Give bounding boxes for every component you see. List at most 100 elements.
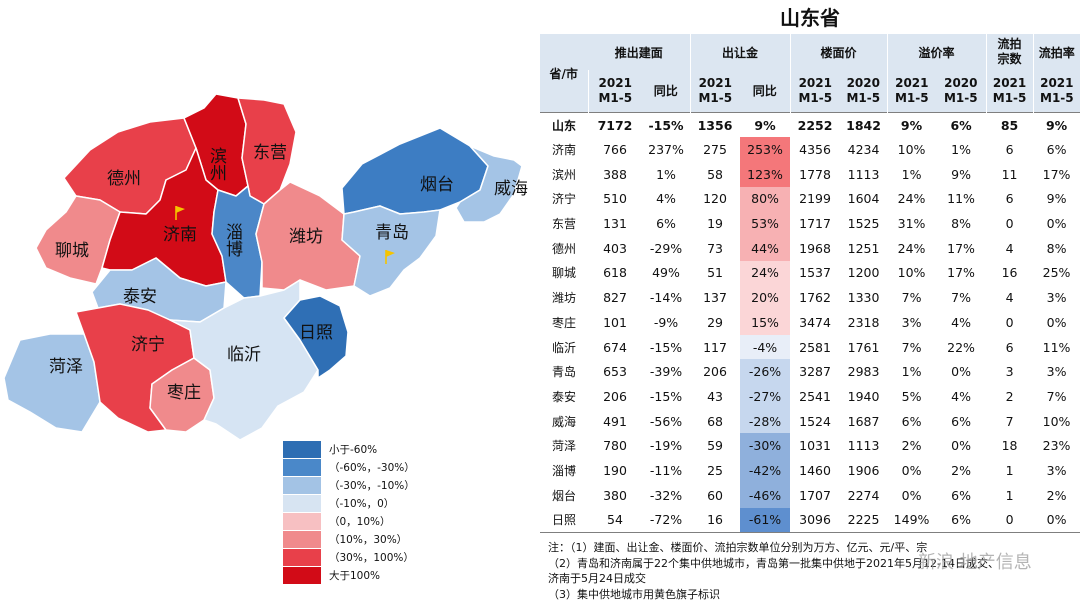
- region-label-zaozhuang: 枣庄: [167, 383, 201, 403]
- region-zibo[interactable]: [211, 185, 265, 299]
- table-row: 青岛 653 -39% 206 -26% 3287 2983 1% 0% 3 3%: [540, 359, 1080, 385]
- table-cell: 1761: [847, 339, 880, 355]
- table-cell: 19: [707, 216, 723, 232]
- legend-swatch: [283, 440, 321, 458]
- table-cell: 1%: [901, 166, 922, 182]
- watermark: 新浪 地产信息: [918, 552, 1032, 573]
- table-cell: 23%: [1042, 438, 1071, 454]
- table-row: 威海 491 -56% 68 -28% 1524 1687 6% 6% 7 10%: [540, 408, 1080, 434]
- table-cell: 7%: [901, 290, 922, 306]
- table-row: 菏泽 780 -19% 59 -30% 1031 1113 2% 0% 18 23%: [540, 433, 1080, 459]
- region-label-jining: 济宁: [131, 335, 165, 355]
- table-cell: 1031: [799, 438, 831, 454]
- table-cell: 1%: [951, 142, 971, 158]
- table-row: 潍坊 827 -14% 137 20% 1762 1330 7% 7% 4 3%: [540, 285, 1080, 310]
- table-cell: 117: [703, 339, 727, 355]
- legend-swatch: [283, 512, 321, 530]
- table-cell: 275: [703, 142, 727, 158]
- table-cell: 20%: [740, 285, 791, 310]
- table-cell: -9%: [653, 314, 679, 330]
- table-cell: 3474: [799, 314, 831, 330]
- table-cell: -27%: [740, 384, 791, 409]
- page-title: 山东省: [780, 6, 840, 30]
- region-label-weihai: 威海: [494, 179, 528, 199]
- table-cell: 49%: [652, 265, 680, 281]
- table-cell: 780: [603, 438, 627, 454]
- table-cell: 1524: [799, 413, 831, 429]
- table-cell: 60: [707, 487, 723, 503]
- footnote-2: （2）青岛和济南属于22个集中供地城市，青岛第一批集中供地于2021年5月12-…: [548, 556, 999, 570]
- table-cell: -32%: [649, 487, 683, 503]
- table-cell: 8%: [1046, 240, 1067, 256]
- legend-item: （-60%，-30%）: [283, 458, 415, 476]
- region-rizhao[interactable]: [283, 295, 349, 379]
- table-cell: 2581: [799, 339, 831, 355]
- table-cell: 6%: [951, 413, 971, 429]
- table-cell: 149%: [893, 512, 930, 528]
- table-cell: 山东: [551, 118, 576, 133]
- table-cell: -61%: [740, 507, 791, 533]
- region-label-yantai: 烟台: [420, 175, 454, 195]
- table-cell: 0: [1005, 314, 1014, 330]
- region-label-dezhou: 德州: [107, 169, 141, 189]
- table-cell: 190: [603, 462, 627, 478]
- region-linyi[interactable]: [169, 279, 319, 441]
- legend-label: 小于-60%: [329, 443, 378, 456]
- table-cell: 德州: [551, 241, 576, 256]
- region-heze[interactable]: [3, 333, 101, 433]
- table-cell: -14%: [649, 290, 683, 306]
- table-cell: 1968: [799, 240, 831, 256]
- table-row: 济宁 510 4% 120 80% 2199 1604 24% 11% 6 9%: [540, 186, 1080, 212]
- table-row: 烟台 380 -32% 60 -46% 1707 2274 0% 6% 1 2%: [540, 482, 1080, 508]
- table-cell: 18: [1001, 438, 1018, 454]
- table-cell: -39%: [649, 364, 683, 380]
- subheader-cell: 2021 M1-5: [1032, 70, 1080, 113]
- table-cell: 7%: [951, 290, 971, 306]
- table-cell: 聊城: [551, 266, 576, 281]
- table-cell: 237%: [648, 142, 684, 158]
- table-cell: -30%: [740, 433, 791, 459]
- table-cell: 17%: [1042, 166, 1071, 182]
- subheader-cell: 同比: [642, 70, 691, 113]
- flag-icon: [385, 250, 395, 264]
- table-cell: 16: [707, 512, 723, 528]
- table-cell: 枣庄: [551, 315, 576, 330]
- table-cell: 491: [603, 413, 627, 429]
- table-row: 日照 54 -72% 16 -61% 3096 2225 149% 6% 0 0%: [540, 507, 1080, 533]
- table-cell: 10%: [897, 142, 926, 158]
- table-cell: 24%: [897, 191, 926, 207]
- table-cell: -29%: [649, 240, 683, 256]
- table-cell: 6%: [950, 117, 972, 133]
- table-cell: 1460: [799, 462, 831, 478]
- region-qingdao[interactable]: [341, 205, 441, 297]
- table-cell: 淄博: [551, 463, 576, 478]
- table-cell: 7%: [901, 339, 922, 355]
- region-liaocheng[interactable]: [35, 195, 121, 285]
- table-cell: 15%: [740, 310, 791, 335]
- region-label-liaocheng: 聊城: [55, 241, 89, 261]
- table-cell: 1356: [697, 117, 733, 133]
- region-label-qingdao: 青岛: [375, 223, 409, 243]
- table-cell: 10%: [897, 265, 926, 281]
- table-cell: 25: [707, 462, 723, 478]
- table-cell: -15%: [649, 339, 683, 355]
- table-cell: 2199: [799, 191, 831, 207]
- table-cell: 29: [707, 314, 723, 330]
- region-label-zibo: 淄博: [222, 223, 243, 257]
- table-cell: 4%: [951, 314, 971, 330]
- table-cell: 2: [1005, 388, 1014, 404]
- legend-item: （0，10%）: [283, 512, 415, 530]
- table-cell: 临沂: [551, 340, 576, 355]
- table-cell: 4: [1005, 290, 1014, 306]
- table-cell: 137: [703, 290, 727, 306]
- table-cell: 3%: [1046, 462, 1067, 478]
- table-cell: 青岛: [551, 365, 576, 380]
- header-transfer-fee: 出让金: [689, 34, 791, 70]
- table-cell: -42%: [740, 458, 791, 483]
- region-weihai[interactable]: [455, 145, 523, 223]
- table-cell: 0: [1005, 216, 1014, 232]
- subheader-cell: 2021 M1-5: [985, 70, 1034, 113]
- table-cell: 9%: [900, 117, 923, 133]
- table-cell: 1940: [847, 388, 880, 404]
- legend-swatch: [283, 566, 321, 584]
